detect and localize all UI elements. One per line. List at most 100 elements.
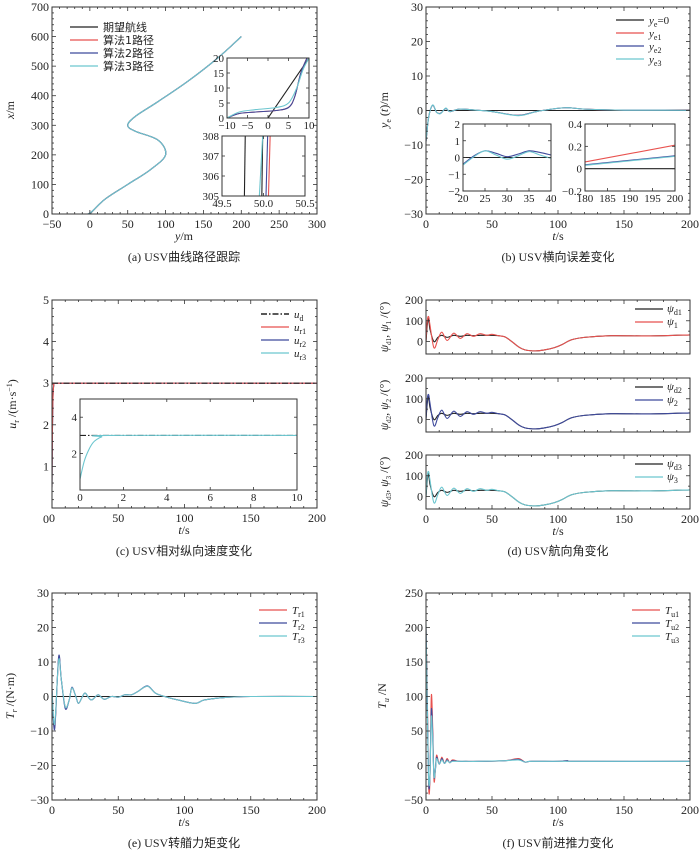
legend-label: ur1 [294,322,306,336]
legend-label: Tu3 [665,631,679,645]
legend-label: Tu2 [665,618,679,632]
y-tick-label: 20 [37,621,49,635]
inset-frame [79,398,298,491]
legend-label: Tr1 [292,605,305,619]
caption-f: (f) USV前进推力变化 [503,835,614,850]
legend-label: ψ3 [667,471,678,485]
y-tick-label: 10 [213,83,225,95]
y-tick-label: 2 [72,449,78,461]
inset1-series-2 [463,150,551,166]
inset2-series-2 [258,136,264,196]
x-tick-label: 35 [524,193,536,205]
x-tick-label: 100 [157,217,175,231]
x-tick-label: 200 [232,217,250,231]
inset2-series-3 [585,155,675,166]
x-tick-label: 4 [164,492,170,504]
x-tick-label: 200 [667,193,684,205]
inset-bg [80,399,297,490]
y-tick-label: 200 [405,371,423,385]
y-tick-label: −30 [404,207,423,221]
x-tick-label: 200 [681,512,699,526]
legend-label: 算法1路径 [103,33,154,47]
x-tick-label: 0 [87,217,93,231]
y-tick-label: −10 [404,138,423,152]
y-tick-label: 200 [405,448,423,462]
series-e-1 [52,656,317,729]
x-tick-label: 50 [122,217,134,231]
y-axis-label: ye (t)/m [377,91,393,129]
inset1-series-3 [227,58,309,118]
x-tick-label: 200 [681,803,699,817]
x-tick-label: 50 [486,512,498,526]
panel-a: −50 0 50 100 150 200 250 3000100200300400500600… [3,0,326,264]
y-tick-label: 0 [577,164,583,176]
y-tick-label: 0 [417,104,423,118]
y-tick-label: 10 [37,655,49,669]
x-tick-label: 30 [502,193,514,205]
legend-label: ψd2 [667,381,682,395]
caption-a: (a) USV曲线路径跟踪 [128,249,240,264]
y-tick-label: 100 [31,177,49,191]
x-tick-label: 0 [265,120,271,132]
x-axis-label: t/s [178,523,190,537]
x-tick-label: 180 [577,193,594,205]
x-tick-label: 190 [622,193,639,205]
x-tick-label: 100 [176,803,194,817]
y-tick-label: 300 [31,118,49,132]
x-tick-label: 5 [286,120,292,132]
x-tick-label: 10 [304,120,316,132]
y-tick-label: −10 [30,724,49,738]
legend-label: ψ1 [667,316,678,330]
y-tick-label: 0 [417,490,423,504]
x-tick-label: 40 [546,193,558,205]
x-tick-label: 50 [486,217,498,231]
x-tick-label: 50 [486,803,498,817]
y-tick-label: 10 [411,69,423,83]
y-tick-label: 100 [405,690,423,704]
x-tick-label: 250 [270,217,288,231]
x-tick-label: −50 [43,217,62,231]
y-tick-label: 0 [417,759,423,773]
x-tick-label: 195 [644,193,661,205]
y-tick-label: 700 [31,0,49,14]
caption-e: (e) USV转艏力矩变化 [128,835,240,850]
y-tick-label: 0 [417,335,423,349]
y-tick-label: 1 [455,136,461,148]
y-tick-label: 4 [72,412,78,424]
y-tick-label: 305 [203,191,220,203]
y-axis-label: Tu /N [375,683,391,709]
series-a-3 [82,36,242,214]
x-tick-label: 150 [242,803,260,817]
x-tick-label: 200 [681,217,699,231]
legend-label: ψd1 [667,303,682,317]
legend-label: Tu1 [665,605,679,619]
series-e-2 [52,654,317,730]
series-e-3 [52,658,317,725]
x-tick-label: 6 [207,492,213,504]
x-tick-label: 100 [549,217,567,231]
y-tick-label: −20 [404,173,423,187]
y-tick-label: −50 [404,793,423,807]
y-axis-label: x/m [3,100,17,120]
y-tick-label: 0 [219,113,225,125]
y-tick-label: 100 [405,392,423,406]
x-tick-label: 50 [112,803,124,817]
x-tick-label: −5 [242,120,254,132]
x-tick-label: 185 [599,193,616,205]
legend-label: ye1 [648,28,661,42]
x-tick-label: 0 [77,492,83,504]
caption-d: (d) USV航向角变化 [508,543,609,558]
y-tick-label: −2 [448,186,460,198]
x-axis-label: t/s [178,815,190,829]
y-tick-label: 0 [455,153,461,165]
legend-label: 期望航线 [103,20,147,34]
x-tick-label: 200 [308,803,326,817]
legend-label: Tr2 [292,618,305,632]
y-tick-label: 306 [203,171,220,183]
y-tick-label: 100 [405,314,423,328]
